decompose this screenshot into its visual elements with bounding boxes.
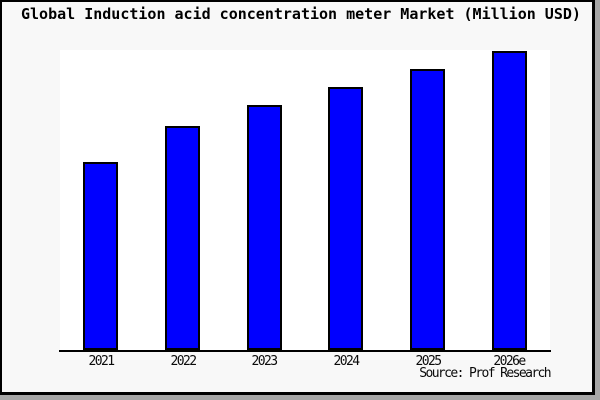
bar-2026e xyxy=(492,51,527,350)
x-tick-label-2024: 2024 xyxy=(333,354,361,369)
plot-area xyxy=(60,50,550,350)
x-tick-label-2022: 2022 xyxy=(170,354,198,369)
x-tick-label-2021: 2021 xyxy=(88,354,116,369)
bar-2023 xyxy=(247,105,282,350)
bar-2024 xyxy=(328,87,363,350)
x-tick-label-2026e: 2026e xyxy=(493,354,526,369)
bar-2022 xyxy=(165,126,200,350)
chart-title: Global Induction acid concentration mete… xyxy=(21,5,581,23)
x-axis-line xyxy=(59,350,551,352)
bar-2021 xyxy=(83,162,118,350)
x-tick-label-2025: 2025 xyxy=(415,354,443,369)
source-note: Source: Prof Research xyxy=(419,366,551,381)
x-tick-label-2023: 2023 xyxy=(251,354,279,369)
bar-2025 xyxy=(410,69,445,350)
